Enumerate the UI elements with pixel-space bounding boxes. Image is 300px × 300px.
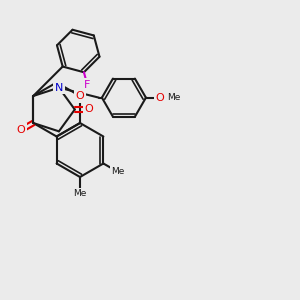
Text: O: O xyxy=(84,104,93,115)
Text: O: O xyxy=(76,91,84,101)
Text: Me: Me xyxy=(73,190,87,199)
Text: Me: Me xyxy=(111,167,125,176)
Text: O: O xyxy=(17,125,26,135)
Text: Me: Me xyxy=(167,93,181,102)
Text: F: F xyxy=(84,80,91,90)
Text: O: O xyxy=(155,93,164,103)
Text: N: N xyxy=(55,83,63,93)
